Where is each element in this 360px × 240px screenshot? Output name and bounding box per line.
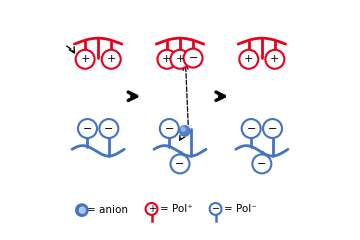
Circle shape xyxy=(263,119,282,138)
Text: +: + xyxy=(175,54,185,64)
Circle shape xyxy=(252,154,271,173)
Circle shape xyxy=(239,50,258,69)
Circle shape xyxy=(171,154,189,173)
Circle shape xyxy=(265,50,284,69)
Circle shape xyxy=(171,50,189,69)
Text: −: − xyxy=(257,159,266,169)
Text: +: + xyxy=(244,54,253,64)
Text: +: + xyxy=(107,54,116,64)
Circle shape xyxy=(99,119,118,138)
Circle shape xyxy=(210,203,221,215)
Text: +: + xyxy=(162,54,172,64)
Circle shape xyxy=(145,203,157,215)
Text: = anion: = anion xyxy=(87,205,129,215)
Text: +: + xyxy=(270,54,280,64)
Circle shape xyxy=(184,48,203,68)
Circle shape xyxy=(242,119,261,138)
Text: −: − xyxy=(104,124,113,133)
Text: +: + xyxy=(148,204,156,214)
Circle shape xyxy=(157,50,176,69)
Text: −: − xyxy=(175,159,185,169)
Circle shape xyxy=(78,119,97,138)
Circle shape xyxy=(102,50,121,69)
Text: −: − xyxy=(83,124,92,133)
Text: +: + xyxy=(80,54,90,64)
Text: −: − xyxy=(165,124,174,133)
Text: −: − xyxy=(247,124,256,133)
Text: = Pol⁻: = Pol⁻ xyxy=(224,204,257,214)
Circle shape xyxy=(160,119,179,138)
Text: −: − xyxy=(212,204,220,214)
Text: −: − xyxy=(188,53,198,63)
Text: ●: ● xyxy=(74,201,89,219)
Text: ●: ● xyxy=(77,205,86,215)
Text: = Pol⁺: = Pol⁺ xyxy=(160,204,193,214)
Text: −: − xyxy=(268,124,277,133)
Circle shape xyxy=(181,127,185,131)
Circle shape xyxy=(180,126,190,136)
Circle shape xyxy=(76,50,95,69)
